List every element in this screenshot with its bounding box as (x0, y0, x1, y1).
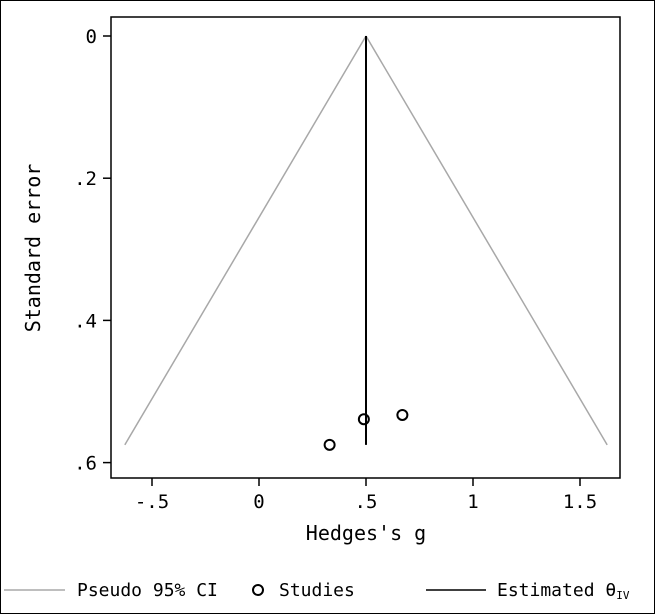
y-axis: 0 .2 .4 .6 (74, 26, 111, 475)
y-tick-label: .2 (74, 168, 97, 190)
x-tick-label: 1.5 (563, 491, 597, 513)
ci-line-right (366, 36, 607, 445)
legend: Pseudo 95% CI Studies Estimated θIV (4, 580, 630, 602)
x-tick-label: 1 (467, 491, 478, 513)
y-tick-label: 0 (86, 26, 97, 48)
study-point (325, 440, 335, 450)
legend-estimate-subscript: IV (616, 589, 630, 602)
x-axis-title: Hedges's g (306, 521, 426, 545)
study-point (359, 414, 369, 424)
legend-studies-label: Studies (279, 580, 355, 601)
legend-estimate-main: Estimated θ (497, 580, 616, 601)
x-axis: -.5 0 .5 1 1.5 (135, 478, 597, 513)
legend-studies-marker (253, 585, 263, 595)
y-tick-label: .6 (74, 453, 97, 475)
study-point (397, 410, 407, 420)
y-tick-label: .4 (74, 310, 97, 332)
x-tick-label: 0 (253, 491, 264, 513)
ci-line-left (125, 36, 366, 445)
y-axis-title: Standard error (21, 164, 45, 333)
legend-ci-label: Pseudo 95% CI (77, 580, 218, 601)
legend-estimate-label: Estimated θIV (497, 580, 630, 602)
x-tick-label: -.5 (135, 491, 169, 513)
x-tick-label: .5 (355, 491, 378, 513)
